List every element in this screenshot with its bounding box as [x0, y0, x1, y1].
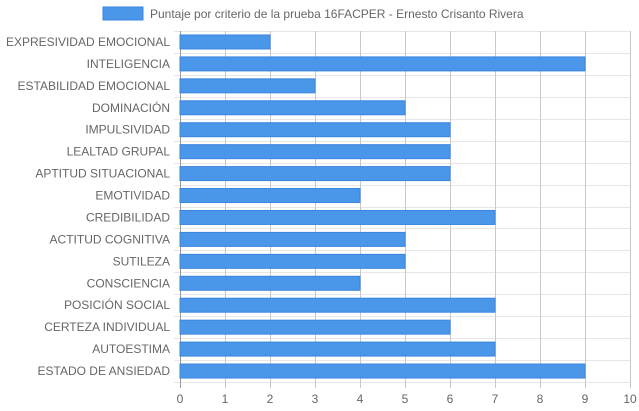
- x-tick-label: 6: [447, 392, 454, 406]
- bar[interactable]: [179, 100, 406, 116]
- category-label: APTITUD SITUACIONAL: [35, 167, 170, 181]
- category-label: ACTITUD COGNITIVA: [50, 232, 170, 246]
- bar[interactable]: [179, 319, 451, 335]
- x-tick-label: 0: [177, 392, 184, 406]
- bar[interactable]: [179, 34, 271, 50]
- category-label: POSICIÓN SOCIAL: [64, 297, 170, 312]
- bar[interactable]: [179, 122, 451, 138]
- x-tick-label: 10: [623, 392, 637, 406]
- bar[interactable]: [179, 56, 586, 72]
- bar[interactable]: [179, 188, 361, 204]
- bar[interactable]: [179, 341, 496, 357]
- bar[interactable]: [179, 275, 361, 291]
- category-label: EMOTIVIDAD: [95, 189, 170, 203]
- category-label: EXPRESIVIDAD EMOCIONAL: [6, 35, 170, 49]
- category-label: ESTABILIDAD EMOCIONAL: [18, 79, 171, 93]
- legend-label: Puntaje por criterio de la prueba 16FACP…: [150, 7, 524, 21]
- legend-swatch: [102, 6, 144, 21]
- category-label: LEALTAD GRUPAL: [67, 145, 171, 159]
- bars: [179, 34, 586, 379]
- bar[interactable]: [179, 78, 316, 94]
- x-tick-label: 1: [222, 392, 229, 406]
- bar[interactable]: [179, 363, 586, 379]
- x-tick-label: 5: [402, 392, 409, 406]
- x-tick-label: 3: [312, 392, 319, 406]
- x-tick-label: 2: [267, 392, 274, 406]
- bar[interactable]: [179, 297, 496, 313]
- bar[interactable]: [179, 231, 406, 247]
- category-label: SUTILEZA: [113, 254, 170, 268]
- category-label: AUTOESTIMA: [92, 342, 170, 356]
- category-label: ESTADO DE ANSIEDAD: [38, 364, 171, 378]
- x-tick-label: 4: [357, 392, 364, 406]
- bar[interactable]: [179, 166, 451, 182]
- x-tick-label: 9: [582, 392, 589, 406]
- category-labels: EXPRESIVIDAD EMOCIONAL INTELIGENCIA ESTABI…: [6, 35, 170, 378]
- category-label: CONSCIENCIA: [87, 276, 170, 290]
- category-label: CERTEZA INDIVIDUAL: [44, 320, 170, 334]
- category-label: DOMINACIÓN: [92, 100, 170, 115]
- category-label: CREDIBILIDAD: [86, 210, 170, 224]
- x-axis-tick-labels: 0 1 2 3 4 5 6 7 8 9 10: [177, 392, 637, 406]
- x-tick-label: 7: [492, 392, 499, 406]
- x-tick-label: 8: [537, 392, 544, 406]
- bar[interactable]: [179, 209, 496, 225]
- bar[interactable]: [179, 253, 406, 269]
- legend[interactable]: Puntaje por criterio de la prueba 16FACP…: [102, 6, 524, 21]
- bar[interactable]: [179, 144, 451, 160]
- category-label: INTELIGENCIA: [87, 57, 170, 71]
- category-label: IMPULSIVIDAD: [85, 123, 170, 137]
